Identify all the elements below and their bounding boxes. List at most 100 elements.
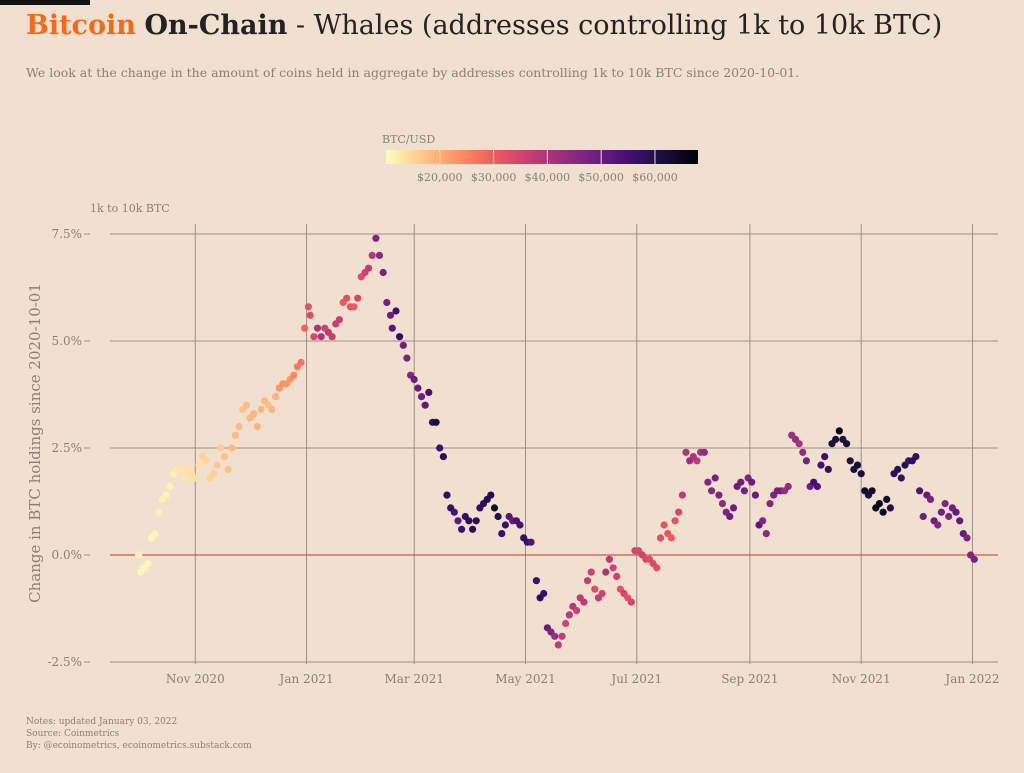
- data-point: [934, 521, 942, 529]
- y-tick-label: 5.0%: [52, 334, 83, 348]
- data-point: [313, 324, 322, 332]
- data-point: [494, 512, 502, 521]
- data-point: [671, 517, 679, 525]
- data-point: [912, 453, 920, 461]
- subtitle: We look at the change in the amount of c…: [26, 65, 800, 80]
- data-point: [458, 525, 466, 533]
- data-point: [213, 461, 221, 469]
- y-unit-label: 1k to 10k BTC: [90, 202, 170, 215]
- data-point: [343, 294, 351, 302]
- data-point: [439, 453, 447, 461]
- data-point: [469, 525, 477, 533]
- data-point: [328, 333, 336, 341]
- data-point: [290, 371, 298, 379]
- data-point: [609, 564, 617, 572]
- y-tick-label: -2.5%: [47, 655, 82, 669]
- data-point: [217, 444, 225, 452]
- note-by: By: @ecoinometrics, ecoinometrics.substa…: [26, 741, 252, 751]
- data-point: [310, 333, 318, 341]
- data-point: [795, 440, 803, 448]
- data-point: [562, 619, 570, 628]
- data-point: [350, 303, 358, 311]
- data-point: [306, 311, 314, 319]
- data-point: [602, 568, 610, 576]
- data-point: [711, 474, 719, 482]
- data-point: [368, 251, 376, 259]
- data-point: [151, 530, 159, 538]
- legend-title: BTC/USD: [382, 133, 435, 146]
- x-tick-label: Mar 2021: [384, 672, 444, 686]
- data-point: [220, 453, 229, 461]
- data-point: [875, 500, 884, 508]
- data-point: [762, 530, 770, 538]
- data-point: [580, 598, 588, 606]
- title-bold: On-Chain: [144, 10, 288, 41]
- data-point: [450, 508, 458, 516]
- data-point: [715, 491, 723, 499]
- data-point: [272, 393, 280, 401]
- data-point: [667, 534, 676, 542]
- data-point: [883, 495, 891, 503]
- data-point: [565, 611, 573, 619]
- x-axis-ticks: Nov 2020 Jan 2021 Mar 2021 May 2021 Jul 2021…: [166, 672, 1000, 686]
- data-point: [532, 577, 541, 585]
- data-point: [388, 324, 396, 332]
- data-point: [941, 500, 949, 508]
- data-point: [403, 354, 411, 362]
- data-point: [498, 530, 506, 538]
- legend-tick-label: $40,000: [525, 171, 571, 184]
- data-point: [202, 457, 210, 465]
- data-point: [472, 517, 480, 525]
- data-point: [613, 572, 621, 581]
- data-point: [421, 401, 429, 409]
- data-points: [135, 234, 978, 649]
- data-point: [383, 298, 391, 307]
- x-tick-label: Nov 2021: [832, 672, 891, 686]
- y-tick-label: 7.5%: [52, 227, 83, 241]
- data-point: [465, 517, 473, 525]
- data-point: [551, 632, 559, 640]
- data-point: [682, 448, 690, 456]
- data-point: [235, 423, 243, 431]
- data-point: [821, 453, 829, 461]
- legend-tick-label: $30,000: [471, 171, 517, 184]
- x-tick-label: Sep 2021: [721, 672, 778, 686]
- data-point: [487, 491, 495, 499]
- data-point: [799, 448, 807, 456]
- data-point: [162, 491, 170, 499]
- data-point: [853, 461, 862, 469]
- data-point: [268, 405, 276, 414]
- note-source: Source: Coinmetrics: [26, 729, 120, 739]
- data-point: [751, 491, 760, 499]
- data-point: [868, 487, 876, 495]
- data-point: [540, 589, 548, 598]
- data-point: [231, 431, 239, 439]
- data-point: [396, 333, 404, 341]
- data-point: [317, 333, 325, 341]
- data-point: [726, 512, 734, 521]
- data-point: [846, 457, 854, 465]
- x-tick-label: Nov 2020: [166, 672, 225, 686]
- data-point: [558, 632, 566, 640]
- data-point: [253, 423, 261, 431]
- data-point: [759, 517, 767, 525]
- data-point: [813, 482, 822, 491]
- data-point: [297, 358, 305, 366]
- data-point: [228, 444, 236, 452]
- data-point: [516, 521, 524, 529]
- data-point: [372, 234, 380, 242]
- data-point: [436, 444, 444, 452]
- data-point: [718, 500, 727, 508]
- data-point: [945, 512, 953, 521]
- data-point: [693, 457, 701, 465]
- data-point: [583, 577, 592, 585]
- data-point: [766, 500, 774, 508]
- data-point: [656, 534, 665, 542]
- data-point: [740, 487, 749, 495]
- title-rest: - Whales (addresses controlling 1k to 10…: [287, 10, 943, 41]
- x-tick-label: Jul 2021: [609, 672, 662, 686]
- data-point: [191, 474, 199, 482]
- data-point: [952, 508, 960, 516]
- legend-tick-label: $50,000: [578, 171, 624, 184]
- data-point: [224, 465, 232, 473]
